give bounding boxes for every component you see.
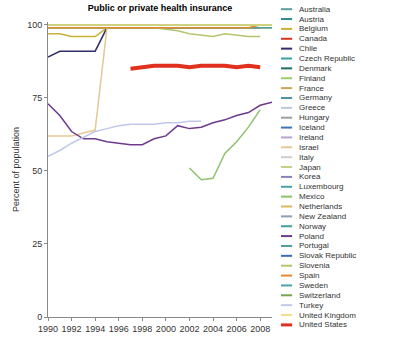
svg-text:Iceland: Iceland [299,123,325,132]
svg-text:Austria: Austria [299,15,324,24]
svg-text:Italy: Italy [299,153,314,162]
svg-text:75: 75 [32,93,42,103]
svg-text:2006: 2006 [227,324,247,334]
svg-text:United Kingdom: United Kingdom [299,311,356,320]
svg-text:Czech Republic: Czech Republic [299,54,355,63]
svg-text:Netherlands: Netherlands [299,202,342,211]
svg-text:Norway: Norway [299,222,326,231]
svg-text:Portugal: Portugal [299,241,329,250]
svg-text:Australia: Australia [299,5,331,14]
svg-text:Percent of population: Percent of population [11,127,21,212]
svg-text:2002: 2002 [179,324,199,334]
svg-text:Belgium: Belgium [299,24,328,33]
svg-text:100: 100 [27,20,42,30]
svg-text:Turkey: Turkey [299,301,323,310]
svg-text:Canada: Canada [299,34,328,43]
svg-text:Ireland: Ireland [299,133,323,142]
svg-text:Poland: Poland [299,232,324,241]
svg-text:Switzerland: Switzerland [299,291,340,300]
svg-text:Luxembourg: Luxembourg [299,182,343,191]
svg-text:Japan: Japan [299,163,321,172]
svg-text:Germany: Germany [299,93,332,102]
svg-text:Hungary: Hungary [299,113,329,122]
svg-text:25: 25 [32,239,42,249]
svg-text:Finland: Finland [299,74,325,83]
svg-text:2000: 2000 [156,324,176,334]
svg-text:Korea: Korea [299,172,321,181]
svg-text:1998: 1998 [132,324,152,334]
svg-text:1992: 1992 [62,324,82,334]
svg-text:France: France [299,84,324,93]
svg-text:Public or private health insur: Public or private health insurance [88,3,233,13]
svg-text:0: 0 [37,312,42,322]
svg-text:Mexico: Mexico [299,192,325,201]
svg-text:1990: 1990 [38,324,58,334]
svg-text:United States: United States [299,320,347,329]
svg-text:Greece: Greece [299,103,326,112]
svg-text:1994: 1994 [85,324,105,334]
svg-text:Chile: Chile [299,44,318,53]
svg-text:1996: 1996 [109,324,129,334]
svg-text:Denmark: Denmark [299,64,332,73]
svg-text:Spain: Spain [299,271,319,280]
svg-text:Slovenia: Slovenia [299,261,330,270]
svg-text:Sweden: Sweden [299,281,328,290]
svg-text:New Zealand: New Zealand [299,212,346,221]
svg-text:2008: 2008 [250,324,270,334]
svg-text:Israel: Israel [299,143,319,152]
svg-text:50: 50 [32,166,42,176]
svg-text:Slovak Republic: Slovak Republic [299,251,356,260]
svg-text:2004: 2004 [203,324,223,334]
